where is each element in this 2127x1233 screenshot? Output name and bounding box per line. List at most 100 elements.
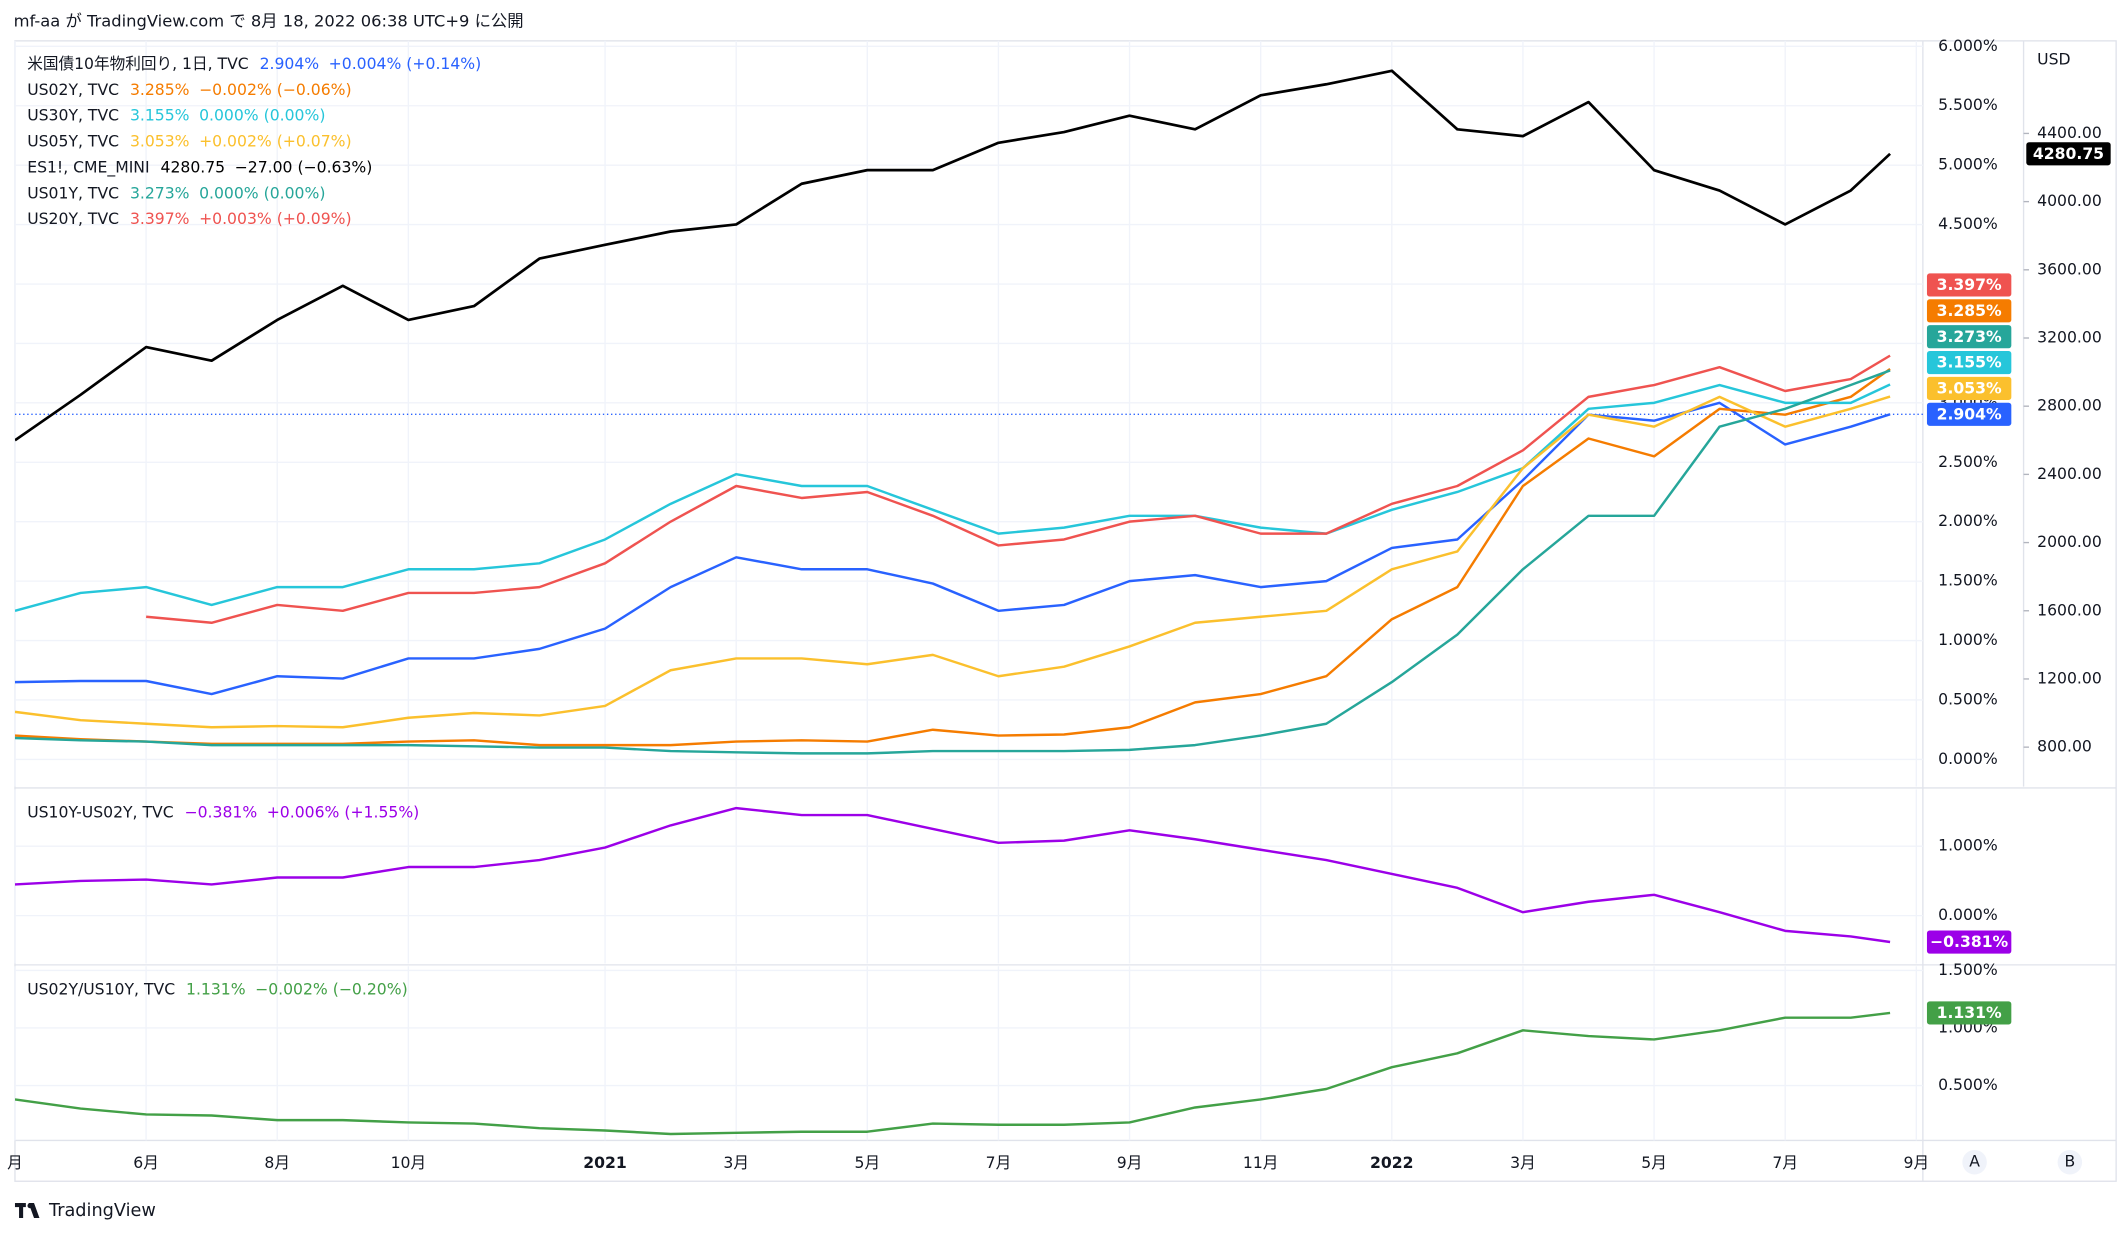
price-tag-label: 3.155% — [1937, 353, 2002, 372]
series-line — [146, 354, 1891, 624]
x-tick-label: 5月 — [1641, 1153, 1667, 1172]
legend-change: −0.002% (−0.06%) — [199, 79, 352, 98]
price-tag — [2026, 142, 2111, 166]
legend-name: US20Y, TVC — [27, 209, 119, 228]
legend-entry: ES1!, CME_MINI 4280.75 −27.00 (−0.63%) — [27, 157, 372, 177]
legend-entry: US10Y-US02Y, TVC −0.381% +0.006% (+1.55%) — [27, 802, 419, 821]
legend-value: 3.397% — [130, 209, 190, 228]
price-tag — [1926, 325, 2012, 349]
y2-axis-label: USD — [2037, 49, 2070, 68]
y2-tick-label: 3600.00 — [2037, 259, 2102, 278]
x-tick-label: 月 — [7, 1153, 23, 1172]
y-tick-label: 0.500% — [1938, 1075, 1998, 1094]
legend-entry: US05Y, TVC 3.053% +0.002% (+0.07%) — [27, 131, 351, 150]
y2-tick-label: 3200.00 — [2037, 328, 2102, 347]
legend-name: US05Y, TVC — [27, 131, 119, 150]
series-line — [14, 395, 1891, 729]
button[interactable] — [1962, 1149, 1987, 1175]
price-tag — [1926, 350, 2012, 375]
y-tick-label: 5.000% — [1938, 155, 1998, 174]
y2-tick-label: 800.00 — [2037, 737, 2092, 756]
y-tick-label: 1.500% — [1938, 571, 1998, 590]
legend-value: 4280.75 — [161, 157, 226, 176]
legend-entry: 米国債10年物利回り, 1日, TVC 2.904% +0.004% (+0.14%… — [27, 53, 481, 72]
button[interactable] — [2057, 1149, 2083, 1175]
footer-brand: TradingView — [48, 1201, 156, 1221]
series-line — [14, 806, 1891, 944]
series-line — [14, 69, 1892, 442]
button-label[interactable]: B — [2064, 1152, 2075, 1171]
price-tag — [1926, 376, 2012, 400]
legend-value: 3.053% — [130, 131, 190, 150]
y-tick-label: 1.000% — [1938, 836, 1998, 855]
price-tag — [1926, 402, 2012, 426]
x-tick-label: 2021 — [583, 1153, 627, 1172]
legend-change: +0.006% (+1.55%) — [267, 802, 420, 821]
legend-value: −0.381% — [185, 802, 258, 821]
series-line — [14, 383, 1891, 612]
legend-value: 3.273% — [130, 183, 190, 202]
y-tick-label: 0.000% — [1938, 749, 1998, 768]
y2-tick-label: 2000.00 — [2037, 532, 2102, 551]
y2-tick-label: 4000.00 — [2037, 191, 2102, 210]
legend-change: −0.002% (−0.20%) — [255, 979, 408, 998]
legend-entry: US01Y, TVC 3.273% 0.000% (0.00%) — [27, 183, 325, 202]
legend-name: US10Y-US02Y, TVC — [27, 802, 174, 821]
y2-tick-label: 1200.00 — [2037, 668, 2102, 687]
y-tick-label: 6.000% — [1938, 36, 1998, 55]
price-tag-label: 3.053% — [1937, 379, 2002, 398]
legend-name: ES1!, CME_MINI — [27, 157, 149, 177]
price-tag-label: −0.381% — [1930, 932, 2009, 951]
price-tag-label: 3.397% — [1937, 275, 2002, 294]
legend-change: −27.00 (−0.63%) — [235, 157, 373, 176]
legend-entry: US02Y, TVC 3.285% −0.002% (−0.06%) — [27, 79, 351, 98]
y-tick-label: 1.000% — [1938, 630, 1998, 649]
y2-tick-label: 1600.00 — [2037, 600, 2102, 619]
header-text: mf-aa が TradingView.com で 8月 18, 2022 06… — [14, 11, 524, 30]
price-tag — [1926, 930, 2012, 954]
x-tick-label: 7月 — [986, 1153, 1012, 1172]
y-tick-label: 4.500% — [1938, 214, 1998, 233]
legend-entry: US20Y, TVC 3.397% +0.003% (+0.09%) — [27, 209, 351, 228]
legend-value: 1.131% — [186, 979, 246, 998]
x-tick-label: 5月 — [855, 1153, 881, 1172]
legend-name: US30Y, TVC — [27, 105, 119, 124]
price-tag-label: 4280.75 — [2033, 144, 2104, 163]
legend-name: US02Y/US10Y, TVC — [27, 979, 175, 998]
x-tick-label: 10月 — [391, 1153, 427, 1172]
y-tick-label: 0.500% — [1938, 689, 1998, 708]
y-tick-label: 2.000% — [1938, 511, 1998, 530]
legend-change: +0.002% (+0.07%) — [199, 131, 352, 150]
x-tick-label: 3月 — [723, 1153, 749, 1172]
price-tag — [1926, 299, 2012, 323]
y-tick-label: 0.000% — [1938, 905, 1998, 924]
x-tick-label: 2022 — [1370, 1153, 1414, 1172]
legend-name: US02Y, TVC — [27, 79, 119, 98]
x-tick-label: 8月 — [264, 1153, 290, 1172]
price-tag-label: 2.904% — [1937, 404, 2002, 423]
legend-value: 3.155% — [130, 105, 190, 124]
price-tag-label: 1.131% — [1937, 1003, 2002, 1022]
legend-value: 3.285% — [130, 79, 190, 98]
legend-name: US01Y, TVC — [27, 183, 119, 202]
button-label[interactable]: A — [1969, 1152, 1980, 1171]
price-tag-label: 3.273% — [1937, 327, 2002, 346]
price-tag — [1926, 273, 2012, 297]
legend-value: 2.904% — [260, 53, 320, 72]
x-tick-label: 6月 — [133, 1153, 159, 1172]
y-tick-label: 2.500% — [1938, 452, 1998, 471]
legend-change: 0.000% (0.00%) — [199, 183, 325, 202]
legend-name: 米国債10年物利回り, 1日, TVC — [27, 53, 249, 72]
x-tick-label: 11月 — [1243, 1153, 1279, 1172]
legend-entry: US02Y/US10Y, TVC 1.131% −0.002% (−0.20%) — [27, 979, 407, 998]
price-tag-label: 3.285% — [1937, 301, 2002, 320]
x-tick-label: 3月 — [1510, 1153, 1536, 1172]
y2-tick-label: 2800.00 — [2037, 396, 2102, 415]
legend-change: +0.004% (+0.14%) — [329, 53, 482, 72]
price-tag — [1926, 1001, 2012, 1025]
legend-entry: US30Y, TVC 3.155% 0.000% (0.00%) — [27, 105, 325, 124]
x-tick-label: 9月 — [1117, 1153, 1143, 1172]
series-line — [14, 1011, 1891, 1136]
